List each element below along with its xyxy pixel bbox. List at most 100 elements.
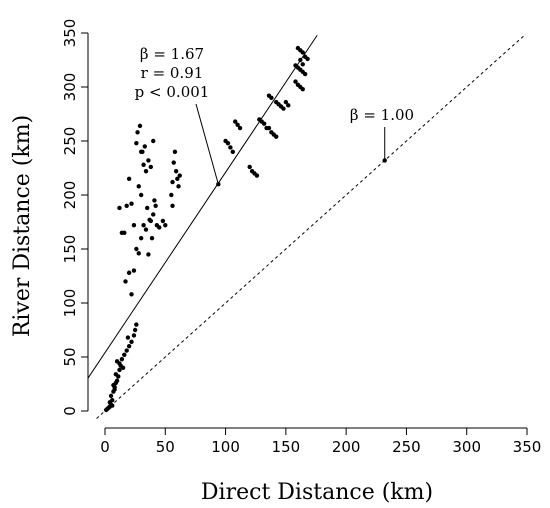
data-point xyxy=(112,387,117,392)
x-tick-label: 350 xyxy=(513,438,542,456)
data-point xyxy=(131,223,137,228)
x-tick-label: 0 xyxy=(100,438,110,456)
data-point xyxy=(117,205,122,211)
data-point xyxy=(126,344,132,349)
data-point xyxy=(228,145,233,150)
reference-line xyxy=(96,33,527,419)
data-point xyxy=(269,95,274,101)
x-tick-label: 200 xyxy=(332,438,361,456)
x-tick-label: 300 xyxy=(452,438,481,456)
data-point xyxy=(136,184,141,189)
y-tick-label: 350 xyxy=(61,19,79,48)
data-point xyxy=(149,236,155,241)
x-tick-label: 100 xyxy=(211,438,240,456)
data-point xyxy=(138,236,144,241)
data-point xyxy=(143,169,149,174)
annotations: β = 1.67r = 0.91p < 0.001 β = 1.00 xyxy=(135,45,414,185)
data-point xyxy=(141,223,146,228)
data-point xyxy=(129,339,134,345)
data-point xyxy=(261,121,267,126)
y-axis-title: River Distance (km) xyxy=(10,115,35,337)
x-tick-label: 50 xyxy=(156,438,175,456)
x-axis-title: Direct Distance (km) xyxy=(201,480,433,505)
data-point xyxy=(160,218,166,224)
data-point xyxy=(286,103,291,108)
data-point xyxy=(131,333,137,338)
data-point xyxy=(134,140,139,146)
data-point xyxy=(113,372,119,377)
data-point xyxy=(122,230,127,235)
y-tick-label: 150 xyxy=(61,235,79,264)
data-point xyxy=(176,184,181,189)
data-point xyxy=(170,203,175,208)
data-point xyxy=(138,192,144,198)
data-point xyxy=(108,393,114,399)
data-point xyxy=(293,79,298,84)
data-point xyxy=(117,361,122,366)
fit-annotation-pointer xyxy=(195,103,219,185)
data-point xyxy=(119,356,125,362)
axes: 0 50 100 150 200 250 300 350 0 50 100 150 200 250 300 3… xyxy=(61,19,541,456)
data-point xyxy=(148,164,154,170)
data-points xyxy=(104,45,387,413)
data-point xyxy=(110,403,115,408)
data-point xyxy=(134,246,139,252)
data-point xyxy=(134,322,139,327)
data-point xyxy=(146,158,151,163)
y-tick-label: 50 xyxy=(61,347,79,366)
data-point xyxy=(135,130,140,135)
fit-annotation-line: p < 0.001 xyxy=(135,83,210,101)
data-point xyxy=(151,212,156,217)
data-point xyxy=(247,164,252,170)
data-point xyxy=(137,123,143,129)
fit-annotation-line: β = 1.67 xyxy=(140,45,204,63)
data-point xyxy=(170,179,175,185)
data-point xyxy=(157,225,162,230)
y-tick-label: 250 xyxy=(61,127,79,156)
data-point xyxy=(300,50,305,55)
data-point xyxy=(136,251,141,256)
data-point xyxy=(114,378,120,383)
data-point xyxy=(283,99,289,105)
data-point xyxy=(125,335,131,340)
data-point xyxy=(233,119,238,124)
data-point xyxy=(298,57,303,63)
data-point xyxy=(152,198,157,203)
trend-lines xyxy=(87,33,527,419)
x-tick-label: 250 xyxy=(392,438,421,456)
data-point xyxy=(126,270,132,275)
y-tick-label: 0 xyxy=(61,406,79,416)
data-point xyxy=(175,176,180,181)
data-point xyxy=(237,125,243,131)
data-point xyxy=(300,62,305,67)
data-point xyxy=(153,203,158,208)
data-point xyxy=(302,71,308,77)
y-tick-label: 200 xyxy=(61,181,79,210)
data-point xyxy=(131,268,137,273)
y-tick-label: 300 xyxy=(61,73,79,102)
data-point xyxy=(151,138,156,144)
data-point xyxy=(300,86,305,92)
data-point xyxy=(281,106,286,111)
data-point xyxy=(124,203,129,208)
fit-annotation-line: r = 0.91 xyxy=(141,64,204,82)
data-point xyxy=(117,367,122,373)
y-tick-label: 100 xyxy=(61,289,79,318)
fit-line xyxy=(87,34,318,379)
data-point xyxy=(305,56,310,62)
data-point xyxy=(142,144,147,149)
data-point xyxy=(120,365,126,370)
data-point xyxy=(169,192,174,198)
data-point xyxy=(122,352,127,358)
data-point xyxy=(111,382,116,388)
data-point xyxy=(172,149,178,154)
data-point xyxy=(129,201,134,206)
data-point xyxy=(132,327,138,333)
data-point xyxy=(225,140,231,146)
data-point xyxy=(177,173,182,178)
data-point xyxy=(123,279,128,284)
data-point xyxy=(141,162,146,167)
data-point xyxy=(129,292,134,297)
reference-annotation: β = 1.00 xyxy=(350,106,414,124)
